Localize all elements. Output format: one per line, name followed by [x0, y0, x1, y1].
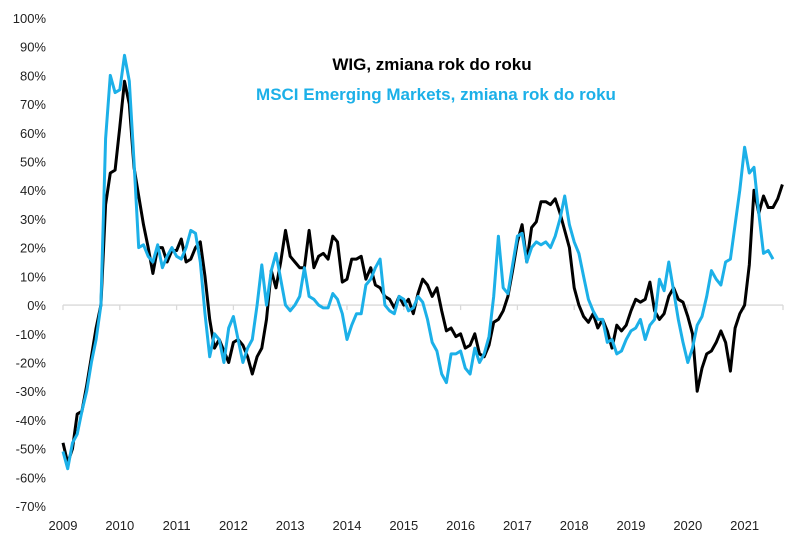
x-tick-label: 2017: [503, 518, 532, 533]
x-tick-label: 2014: [333, 518, 362, 533]
y-tick-label: 60%: [20, 126, 46, 141]
chart-title-msci: MSCI Emerging Markets, zmiana rok do rok…: [256, 85, 616, 104]
y-tick-label: 30%: [20, 212, 46, 227]
x-tick-label: 2018: [560, 518, 589, 533]
y-tick-label: 20%: [20, 241, 46, 256]
x-tick-label: 2016: [446, 518, 475, 533]
x-tick-label: 2011: [163, 518, 191, 533]
y-tick-label: -60%: [16, 470, 47, 485]
x-tick-label: 2010: [105, 518, 134, 533]
x-tick-label: 2013: [276, 518, 305, 533]
y-tick-label: 0%: [27, 298, 46, 313]
y-tick-label: -50%: [16, 442, 47, 457]
y-tick-label: 70%: [20, 97, 46, 112]
y-tick-label: 10%: [20, 269, 46, 284]
chart-title-wig: WIG, zmiana rok do roku: [332, 55, 531, 74]
series-line-msci-em: [61, 53, 775, 471]
y-tick-label: 80%: [20, 68, 46, 83]
y-axis: 100% 90% 80% 70% 60% 50% 40% 30% 20% 10% 0% -10% -20…: [13, 11, 47, 514]
x-tick-label: 2019: [617, 518, 646, 533]
x-tick-label: 2012: [219, 518, 248, 533]
x-tick-label: 2020: [673, 518, 702, 533]
y-tick-label: -40%: [16, 413, 47, 428]
x-tick-label: 2021: [730, 518, 759, 533]
y-tick-label: 40%: [20, 183, 46, 198]
x-axis-ticks: 2009 2010 2011 2012 2013 2014 2015 2016 2017 2018…: [49, 305, 784, 533]
y-tick-label: 100%: [13, 11, 47, 26]
series-line-wig: [61, 79, 784, 465]
y-tick-label: -20%: [16, 355, 47, 370]
y-tick-label: -70%: [16, 499, 47, 514]
y-tick-label: -10%: [16, 327, 47, 342]
x-tick-label: 2015: [389, 518, 418, 533]
series-layer: [61, 53, 784, 471]
x-tick-label: 2009: [49, 518, 78, 533]
y-tick-label: 90%: [20, 40, 46, 55]
y-tick-label: 50%: [20, 155, 46, 170]
y-tick-label: -30%: [16, 384, 47, 399]
